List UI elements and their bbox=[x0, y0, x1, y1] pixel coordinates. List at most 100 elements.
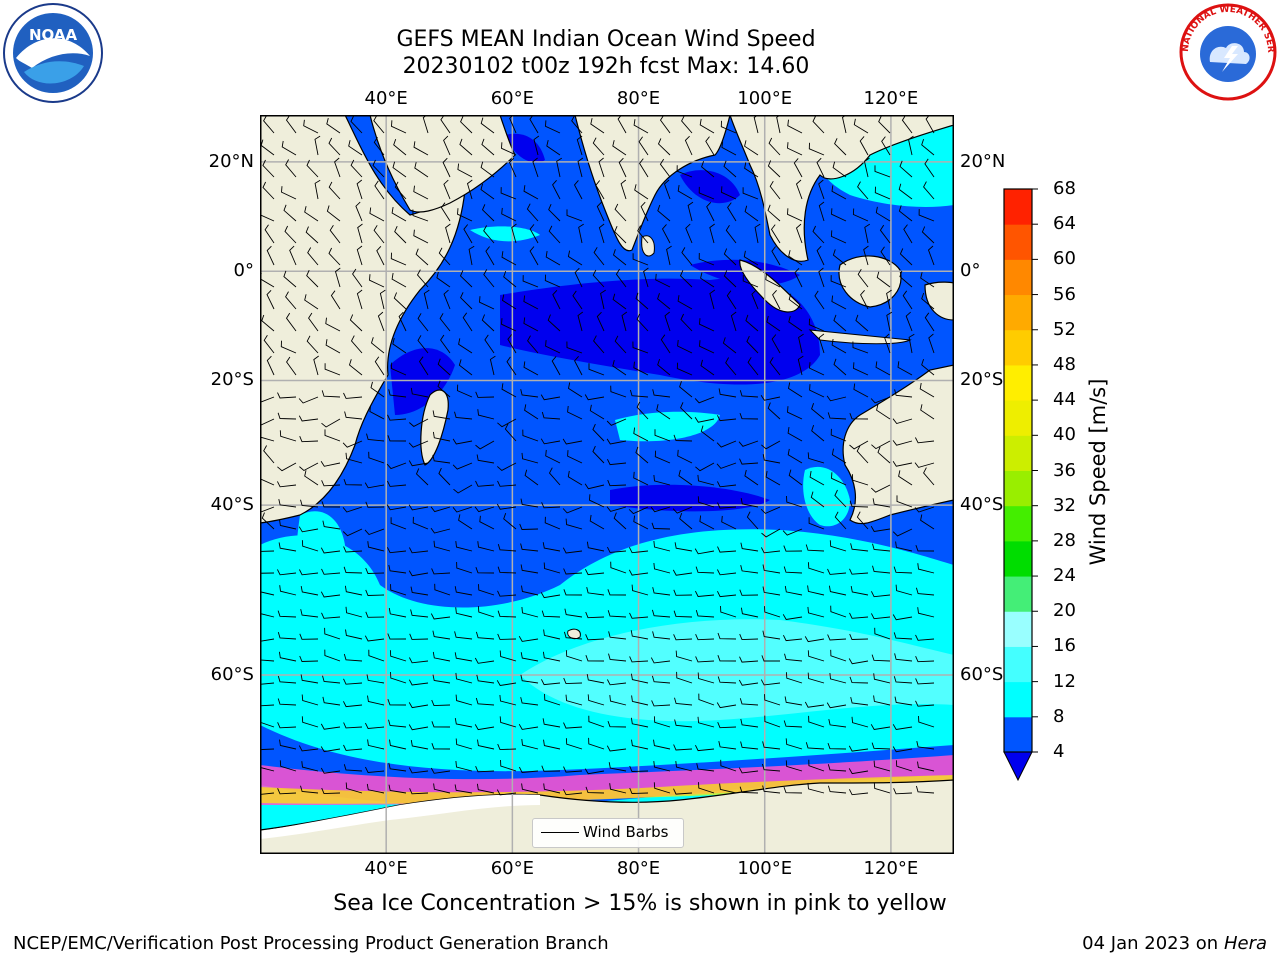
wind-barb bbox=[914, 462, 935, 468]
wind-barb bbox=[873, 760, 891, 772]
wind-barb bbox=[344, 411, 363, 420]
wind-barb bbox=[744, 469, 759, 486]
wind-barb bbox=[783, 720, 803, 728]
wind-barb bbox=[443, 289, 451, 310]
sea-ice-caption: Sea Ice Concentration > 15% is shown in … bbox=[333, 891, 947, 916]
colorbar-segment bbox=[1004, 646, 1032, 683]
wind-barb bbox=[620, 179, 627, 200]
wind-barb bbox=[892, 460, 913, 467]
wind-barb bbox=[298, 526, 319, 533]
wind-barb bbox=[651, 522, 671, 530]
sea-ice-yellow bbox=[260, 775, 954, 804]
wind-barb bbox=[523, 185, 539, 200]
wind-barb bbox=[496, 503, 517, 510]
wind-barb bbox=[586, 541, 605, 552]
wind-barb bbox=[374, 180, 385, 200]
wind-barb bbox=[572, 290, 583, 310]
wind-barb bbox=[438, 467, 451, 486]
wind-barb bbox=[455, 738, 473, 750]
wind-barb bbox=[304, 470, 319, 486]
wind-barb bbox=[694, 396, 715, 404]
wind-barb bbox=[584, 394, 605, 401]
wind-barb bbox=[468, 245, 475, 266]
wind-barb bbox=[577, 157, 584, 178]
wind-barb bbox=[563, 589, 583, 596]
wind-barb bbox=[919, 382, 935, 398]
wind-barb bbox=[848, 789, 869, 796]
wind-barb bbox=[574, 267, 583, 288]
lon-tick-bottom: 40°E bbox=[364, 858, 408, 879]
wind-barb bbox=[677, 185, 693, 200]
wind-barb bbox=[475, 766, 495, 773]
wind-barb bbox=[738, 679, 759, 686]
wind-barb bbox=[260, 659, 275, 662]
wind-barb bbox=[747, 357, 759, 376]
wind-barb bbox=[521, 739, 539, 750]
wind-barb bbox=[899, 160, 913, 178]
wind-barb bbox=[562, 506, 583, 514]
colorbar-tick: 8 bbox=[1053, 705, 1065, 727]
wind-barb bbox=[552, 180, 561, 200]
wind-barb bbox=[657, 204, 671, 222]
wind-barb bbox=[585, 786, 605, 794]
wind-barb bbox=[499, 694, 517, 706]
wind-barb bbox=[285, 115, 297, 134]
wind-barb bbox=[795, 179, 803, 200]
wind-barb bbox=[901, 115, 913, 134]
wind-barb bbox=[659, 158, 671, 178]
colorbar-under-arrow bbox=[1003, 751, 1033, 782]
wind-barb bbox=[552, 289, 561, 310]
wind-barb bbox=[588, 737, 605, 750]
wind-barb bbox=[417, 335, 429, 354]
wind-barb bbox=[260, 792, 275, 795]
wind-barb bbox=[280, 340, 297, 354]
wind-barb bbox=[430, 506, 451, 513]
wind-barb bbox=[567, 450, 583, 464]
wind-barb bbox=[532, 157, 539, 178]
wind-barb bbox=[303, 119, 319, 134]
wind-barb bbox=[392, 337, 407, 354]
wind-barb bbox=[630, 717, 649, 728]
arabian-peninsula-land bbox=[369, 115, 516, 213]
wind-barb bbox=[345, 452, 363, 464]
wind-barb bbox=[390, 584, 407, 596]
wind-barb bbox=[898, 183, 913, 200]
wind-speed-colorbar bbox=[1003, 188, 1038, 782]
wind-barb bbox=[521, 585, 539, 596]
wind-barb bbox=[894, 653, 913, 662]
wind-barb bbox=[500, 759, 517, 772]
wind-barb bbox=[628, 506, 649, 515]
wind-barb bbox=[831, 339, 847, 354]
wind-barb bbox=[917, 761, 935, 772]
wind-barb bbox=[563, 568, 583, 575]
wind-barb bbox=[606, 546, 627, 553]
wind-barb bbox=[618, 157, 627, 178]
wind-barb bbox=[523, 295, 539, 310]
wind-barb bbox=[260, 472, 275, 486]
wind-barb bbox=[589, 494, 605, 508]
wind-barb bbox=[848, 658, 869, 665]
wind-barb bbox=[660, 334, 671, 354]
wind-barb bbox=[674, 697, 693, 706]
wind-barb bbox=[324, 363, 341, 376]
wind-barb bbox=[608, 762, 627, 772]
wind-barb bbox=[278, 651, 297, 662]
wind-barb bbox=[698, 782, 715, 794]
wind-barb bbox=[260, 396, 275, 403]
wind-barb bbox=[592, 269, 605, 288]
wind-barb bbox=[260, 704, 275, 707]
wind-barb bbox=[368, 649, 385, 662]
wind-barb bbox=[908, 333, 915, 354]
wind-barb bbox=[524, 469, 539, 486]
wind-barb bbox=[266, 245, 275, 266]
wind-barb bbox=[921, 358, 935, 376]
wind-barb bbox=[345, 782, 363, 794]
wind-barb bbox=[521, 606, 539, 618]
wind-barb bbox=[892, 528, 913, 537]
wind-barb bbox=[915, 587, 935, 596]
wind-barb bbox=[314, 179, 321, 200]
wind-barb bbox=[657, 293, 671, 310]
wind-barb bbox=[742, 187, 759, 200]
wind-barb bbox=[355, 201, 363, 222]
wind-barb bbox=[529, 246, 539, 266]
